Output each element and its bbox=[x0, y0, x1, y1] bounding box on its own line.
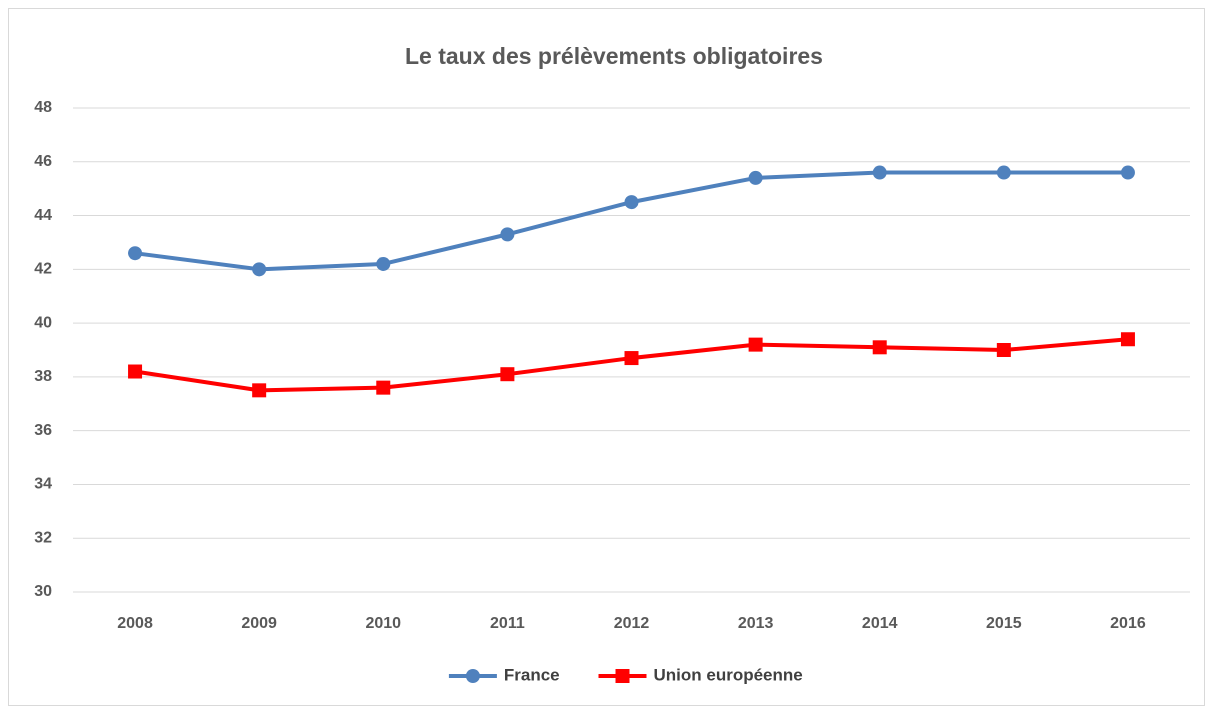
series-marker bbox=[252, 262, 267, 277]
x-tick-label: 2011 bbox=[490, 615, 525, 632]
series-marker bbox=[1120, 332, 1135, 347]
series-marker bbox=[872, 165, 887, 180]
x-tick-label: 2013 bbox=[738, 615, 774, 632]
y-tick-label: 40 bbox=[34, 314, 52, 331]
y-tick-label: 38 bbox=[34, 368, 52, 385]
series-marker bbox=[1120, 165, 1135, 180]
series-marker bbox=[872, 340, 887, 355]
series-marker bbox=[500, 227, 515, 242]
y-tick-label: 44 bbox=[34, 207, 52, 224]
series-marker bbox=[624, 351, 639, 366]
series-marker bbox=[748, 170, 763, 185]
x-tick-label: 2008 bbox=[117, 615, 153, 632]
chart-title: Le taux des prélèvements obligatoires bbox=[405, 43, 823, 69]
series-marker bbox=[500, 367, 515, 382]
y-tick-label: 30 bbox=[34, 583, 52, 600]
y-tick-label: 42 bbox=[34, 261, 52, 278]
legend-marker bbox=[465, 669, 480, 683]
series-marker bbox=[128, 246, 143, 261]
series-marker bbox=[376, 380, 391, 395]
series-marker bbox=[996, 343, 1011, 357]
series-marker bbox=[376, 256, 391, 271]
chart-frame bbox=[8, 8, 1205, 706]
legend-marker bbox=[615, 669, 630, 683]
x-tick-label: 2016 bbox=[1110, 615, 1146, 632]
x-tick-label: 2015 bbox=[986, 615, 1022, 632]
y-tick-label: 32 bbox=[34, 529, 52, 546]
y-tick-label: 48 bbox=[34, 99, 52, 116]
series-marker bbox=[128, 364, 143, 379]
series-marker bbox=[624, 195, 639, 210]
x-tick-label: 2009 bbox=[241, 615, 277, 632]
series-marker bbox=[996, 165, 1011, 180]
legend-label: France bbox=[504, 665, 560, 684]
series-marker bbox=[748, 337, 763, 352]
series-marker bbox=[252, 383, 267, 398]
x-tick-label: 2014 bbox=[862, 615, 898, 632]
x-tick-label: 2010 bbox=[365, 615, 401, 632]
y-tick-label: 46 bbox=[34, 153, 52, 170]
x-tick-label: 2012 bbox=[614, 615, 650, 632]
legend-label: Union européenne bbox=[654, 665, 803, 684]
y-tick-label: 34 bbox=[34, 476, 52, 493]
y-tick-label: 36 bbox=[34, 422, 52, 439]
